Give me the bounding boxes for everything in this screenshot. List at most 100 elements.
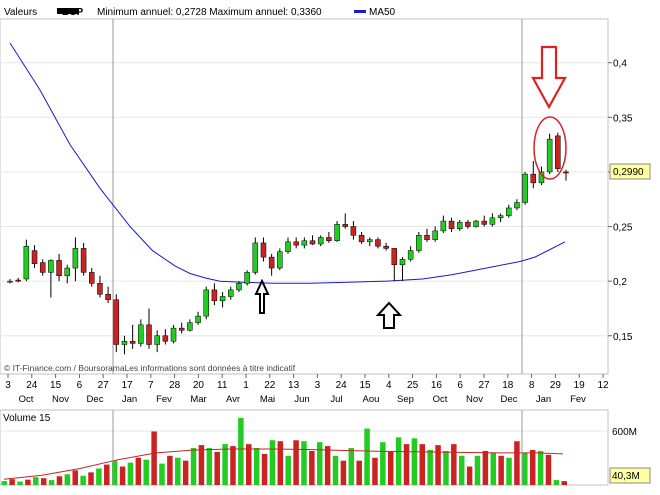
candle-body bbox=[407, 250, 414, 260]
candle bbox=[456, 219, 463, 231]
x-tick-label: 19 bbox=[574, 380, 586, 391]
x-month-label: Dec bbox=[501, 394, 518, 405]
x-month-label: Fev bbox=[570, 394, 586, 405]
x-month-label: Jun bbox=[294, 394, 309, 405]
symbol-label[interactable]: BCP bbox=[62, 7, 83, 18]
candle-body bbox=[358, 235, 365, 243]
candle-body bbox=[23, 245, 30, 280]
candle bbox=[228, 286, 234, 300]
candle-body bbox=[530, 173, 537, 184]
volume-bar bbox=[498, 455, 504, 485]
x-month-label: Mai bbox=[260, 394, 275, 405]
volume-bar bbox=[285, 455, 291, 485]
candle-body bbox=[89, 272, 95, 284]
x-tick-label: 24 bbox=[336, 380, 348, 391]
x-tick-label: 16 bbox=[431, 380, 443, 391]
x-month-label: Jul bbox=[330, 394, 342, 405]
candle-body bbox=[31, 250, 38, 264]
candle-body bbox=[350, 226, 357, 236]
symbol-swatch bbox=[57, 8, 79, 14]
candle-body bbox=[440, 220, 447, 232]
ma50-line bbox=[9, 42, 566, 284]
candle-body bbox=[187, 322, 193, 331]
volume-bar bbox=[443, 450, 449, 485]
time-axis: 3 24 15 6 27 17 7 28 20 11 1 22 13 3 24 15 4 25 16 6 27 18 8 29… bbox=[5, 374, 609, 405]
range-text: Minimum annuel: 0,2728 Maximum annuel: 0… bbox=[97, 7, 322, 18]
x-tick-label: 27 bbox=[478, 380, 490, 391]
volume-bar bbox=[253, 448, 260, 485]
x-month-label: Nov bbox=[52, 394, 69, 405]
candle bbox=[195, 311, 201, 325]
candle bbox=[138, 319, 144, 347]
candle bbox=[260, 237, 267, 262]
volume-bar bbox=[293, 440, 299, 485]
volume-bar bbox=[458, 455, 465, 485]
volume-bar bbox=[25, 479, 31, 485]
candle bbox=[350, 221, 357, 240]
x-tick-label: 28 bbox=[169, 380, 181, 391]
candle bbox=[489, 213, 496, 227]
candle-body bbox=[514, 202, 520, 209]
volume-bar bbox=[269, 440, 276, 485]
volume-bar bbox=[175, 457, 181, 485]
candle bbox=[301, 237, 308, 249]
candle bbox=[268, 253, 275, 276]
volume-bar bbox=[419, 444, 426, 485]
candle bbox=[244, 270, 250, 286]
ma-legend-label[interactable]: MA50 bbox=[369, 7, 396, 18]
candle-body bbox=[334, 224, 340, 241]
x-month-label: Avr bbox=[226, 394, 240, 405]
x-tick-label: 22 bbox=[264, 380, 276, 391]
candle bbox=[448, 217, 455, 232]
candle bbox=[317, 235, 324, 247]
x-tick-label: 20 bbox=[193, 380, 205, 391]
candle bbox=[64, 264, 70, 284]
volume-bar bbox=[56, 476, 63, 485]
candle-body bbox=[48, 260, 54, 273]
x-tick-label: 18 bbox=[502, 380, 514, 391]
candle bbox=[367, 237, 373, 247]
volume-tick-600m: 600M bbox=[612, 427, 637, 438]
x-tick-label: 25 bbox=[407, 380, 419, 391]
candle bbox=[326, 232, 332, 243]
candle-body bbox=[399, 259, 406, 266]
candle bbox=[416, 232, 422, 253]
volume-bar bbox=[230, 446, 236, 485]
candle-body bbox=[129, 340, 136, 344]
candle bbox=[293, 237, 299, 249]
x-tick-label: 29 bbox=[550, 380, 562, 391]
candle-body bbox=[146, 324, 152, 345]
candle bbox=[187, 319, 193, 332]
candle bbox=[506, 204, 512, 218]
last-price-badge-bg bbox=[609, 163, 651, 180]
candle bbox=[277, 248, 283, 271]
price-tick-label: 0,15 bbox=[613, 332, 633, 343]
candle bbox=[72, 237, 79, 282]
candle-body bbox=[309, 240, 316, 245]
volume-bar bbox=[135, 457, 142, 485]
candle bbox=[530, 161, 537, 189]
candle bbox=[563, 169, 569, 181]
candle-body bbox=[162, 335, 169, 342]
volume-bar bbox=[451, 444, 457, 485]
volume-bar bbox=[301, 441, 307, 485]
volume-bar bbox=[553, 480, 560, 485]
candle-body bbox=[293, 241, 299, 246]
candle-body bbox=[546, 138, 553, 173]
x-month-label: Mar bbox=[190, 394, 206, 405]
x-month-label: Jan bbox=[122, 394, 137, 405]
candle-body bbox=[170, 327, 177, 342]
candle bbox=[555, 132, 561, 172]
candle-body bbox=[105, 294, 111, 300]
candle bbox=[473, 219, 479, 228]
candle-body bbox=[391, 248, 398, 266]
volume-ma-line bbox=[3, 448, 564, 480]
candle bbox=[334, 221, 340, 242]
volume-bar bbox=[190, 448, 197, 485]
volume-bar bbox=[206, 448, 213, 485]
candle bbox=[399, 257, 406, 282]
candle bbox=[162, 329, 169, 345]
candle bbox=[424, 228, 430, 242]
volume-bar bbox=[332, 455, 339, 485]
